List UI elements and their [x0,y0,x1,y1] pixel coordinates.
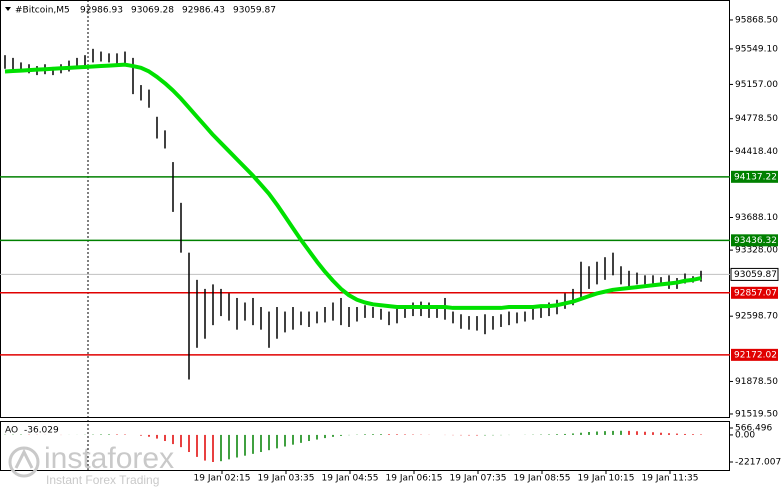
y-tick-label: 95868.50 [735,15,778,25]
y-tick-label: 94778.50 [735,114,778,124]
level-label: 92172.02 [734,350,777,360]
x-tick-label: 19 Jan 07:35 [450,474,507,484]
level-label: 92857.07 [734,288,777,298]
y-tick-label: 95157.00 [735,80,778,90]
tagline: Instant Forex Trading [46,473,159,487]
price-label-box [730,267,779,281]
ao-panel [0,421,730,471]
y-tick-label: 91519.50 [735,409,778,419]
header-value: 93059.87 [233,6,276,16]
level-label-box [731,348,778,361]
x-tick-label: 19 Jan 06:15 [386,474,443,484]
logo-mark [14,448,34,469]
y-tick-label: 95549.10 [735,44,778,54]
logo [8,446,40,478]
x-tick-label: 19 Jan 02:15 [194,474,251,484]
x-tick-label: 19 Jan 08:55 [514,474,571,484]
level-label: 93436.32 [734,236,777,246]
level-label: 94137.22 [734,172,777,182]
ao-tick-label: 566.496 [735,424,772,434]
ao-title: AO [5,426,18,436]
header-value: 92986.43 [182,6,225,16]
y-tick-label: 91878.50 [735,377,778,387]
header: #Bitcoin,M5 [5,6,70,16]
x-tick-label: 19 Jan 11:35 [642,474,699,484]
ao-current: -36.029 [24,426,59,436]
x-tick-label: 19 Jan 10:15 [578,474,635,484]
price-label: 93059.87 [734,270,777,280]
x-tick-label: 19 Jan 03:35 [258,474,315,484]
moving-average [4,62,702,310]
level-label-box [731,286,778,299]
ao-tick-label: -2217.007 [735,458,781,468]
y-tick-label: 93688.10 [735,213,778,223]
brand: instaforex [44,442,174,475]
header-icon [5,7,11,11]
y-tick-label: 94418.40 [735,147,778,157]
x-tick-label: 19 Jan 04:55 [322,474,379,484]
level-label-box [731,170,778,183]
y-tick-label: 93328.00 [735,246,778,256]
ao-tick-label: 0.00 [735,430,755,440]
main-panel [0,0,730,418]
y-tick-label: 92598.70 [735,312,778,322]
level-label-box [731,234,778,247]
header-value: 93069.28 [131,6,174,16]
symbol-title: #Bitcoin,M5 [15,6,70,16]
header-value: 92986.93 [80,6,123,16]
watermark: instaforex Instant Forex Trading [8,442,174,487]
